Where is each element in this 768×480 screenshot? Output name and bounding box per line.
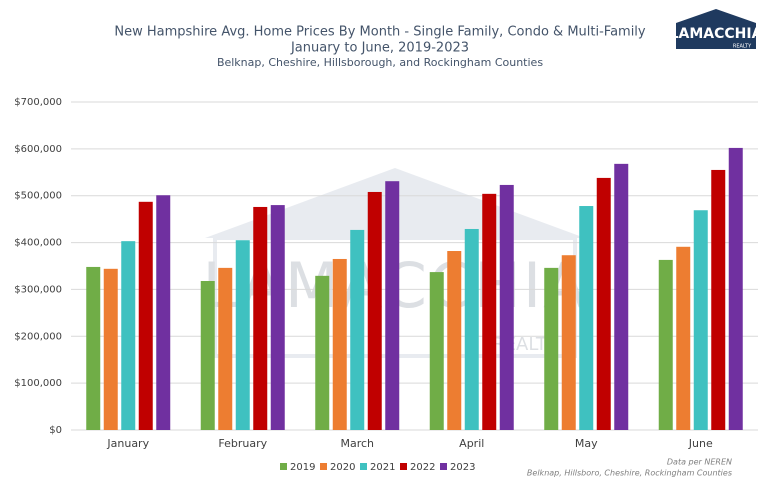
y-tick-label: $100,000: [14, 378, 62, 389]
bar: [429, 272, 444, 430]
note: Belknap, Hillsboro, Cheshire, Rockingham…: [527, 469, 732, 478]
x-tick-label: April: [459, 437, 484, 450]
x-tick-label: January: [106, 437, 149, 450]
bar: [482, 193, 497, 430]
bar: [253, 206, 268, 430]
bar: [138, 201, 153, 430]
bar: [614, 163, 629, 430]
bar: [676, 246, 691, 430]
y-tick-label: $300,000: [14, 284, 62, 295]
bar: [86, 266, 101, 430]
chart-subtitle: January to June, 2019-2023: [290, 41, 469, 56]
bar: [579, 206, 594, 430]
bar: [711, 169, 726, 430]
logo-name: LAMACCHIA: [670, 26, 763, 42]
bar: [385, 181, 400, 430]
x-tick-label: March: [340, 437, 374, 450]
bar: [156, 195, 171, 430]
bar: [332, 258, 347, 430]
y-tick-label: $600,000: [14, 144, 62, 155]
logo-tagline: REALTY: [733, 44, 752, 50]
bar: [200, 280, 215, 430]
bar: [499, 184, 514, 430]
bar: [693, 210, 708, 430]
chart-subtitle: Belknap, Cheshire, Hillsborough, and Roc…: [217, 56, 543, 69]
legend-label: 2023: [450, 462, 475, 473]
bar: [367, 191, 382, 430]
legend-label: 2022: [410, 462, 435, 473]
y-tick-label: $400,000: [14, 238, 62, 249]
bar: [315, 275, 330, 430]
bar: [544, 267, 559, 430]
legend-swatch: [400, 463, 407, 470]
bar: [728, 147, 743, 431]
legend-swatch: [280, 463, 287, 470]
y-tick-label: $700,000: [14, 97, 62, 108]
legend-label: 2020: [330, 462, 355, 473]
legend-label: 2019: [290, 462, 315, 473]
legend-swatch: [440, 463, 447, 470]
y-tick-label: $500,000: [14, 191, 62, 202]
legend-label: 2021: [370, 462, 395, 473]
legend-swatch: [320, 463, 327, 470]
legend-swatch: [360, 463, 367, 470]
bar: [218, 267, 233, 430]
bar: [658, 259, 673, 430]
bar: [596, 177, 611, 430]
y-tick-label: $0: [49, 425, 62, 436]
bar: [561, 255, 576, 430]
bar: [350, 229, 365, 430]
bar: [121, 241, 136, 430]
bar: [270, 205, 285, 430]
y-tick-label: $200,000: [14, 331, 62, 342]
x-tick-label: February: [218, 437, 267, 450]
chart-title: New Hampshire Avg. Home Prices By Month …: [114, 25, 646, 40]
bar: [447, 251, 462, 430]
bar: [235, 240, 250, 430]
logo: LAMACCHIA REALTY: [670, 9, 763, 50]
x-tick-label: May: [575, 437, 598, 450]
bar: [464, 228, 479, 430]
note: Data per NEREN: [667, 458, 732, 467]
x-tick-label: June: [688, 437, 713, 450]
bar: [103, 268, 118, 430]
